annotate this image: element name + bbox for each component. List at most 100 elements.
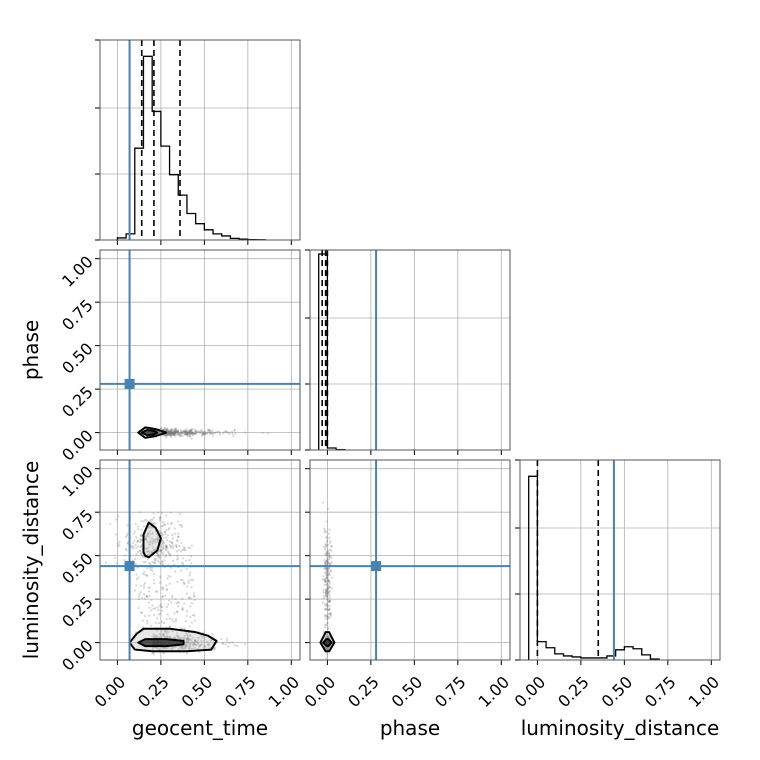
sample-point [325, 577, 329, 580]
sample-point [149, 568, 152, 572]
sample-point [185, 644, 188, 647]
sample-point [157, 635, 160, 638]
sample-point [159, 549, 162, 552]
sample-point [194, 429, 197, 432]
sample-point [194, 639, 197, 642]
sample-point [187, 431, 190, 434]
sample-point [143, 573, 147, 576]
sample-point [154, 635, 157, 639]
sample-point [190, 562, 193, 565]
sample-point [208, 431, 211, 434]
contour-level [142, 521, 162, 559]
sample-point [164, 630, 167, 634]
sample-point [324, 591, 327, 594]
sample-point [153, 582, 156, 585]
sample-point [325, 569, 328, 572]
sample-point [326, 590, 329, 593]
sample-point [155, 533, 158, 536]
sample-point [151, 537, 154, 540]
sample-point [160, 511, 164, 515]
sample-point [169, 432, 172, 435]
sample-point [324, 580, 327, 583]
sample-point [190, 544, 194, 547]
sample-point [168, 625, 171, 629]
sample-point [324, 647, 328, 650]
sample-point [159, 531, 162, 534]
sample-point [200, 428, 203, 431]
sample-point [149, 520, 152, 523]
sample-point [159, 550, 162, 553]
sample-point [135, 584, 138, 587]
sample-point [185, 638, 189, 641]
sample-point [152, 549, 156, 552]
sample-point [170, 431, 173, 434]
sample-point [191, 431, 194, 435]
sample-point [326, 576, 329, 579]
sample-point [156, 540, 160, 544]
sample-point [329, 569, 332, 572]
sample-point [330, 556, 333, 559]
sample-point [330, 587, 333, 590]
sample-point [326, 599, 329, 602]
sample-point [185, 433, 188, 436]
sample-point [174, 428, 177, 431]
sample-point [140, 551, 143, 555]
sample-point [178, 512, 182, 515]
sample-point [323, 578, 327, 581]
sample-point [190, 432, 194, 435]
sample-point [163, 629, 167, 632]
sample-point [139, 535, 143, 538]
sample-point [157, 555, 160, 559]
sample-point [126, 524, 129, 527]
sample-point [186, 431, 189, 435]
sample-point [162, 552, 165, 555]
sample-point [154, 541, 157, 544]
sample-point [328, 528, 331, 531]
sample-point [170, 434, 173, 437]
sample-point [181, 646, 184, 650]
sample-point [144, 547, 147, 550]
sample-point [203, 637, 206, 640]
y-tick-label: 0.75 [58, 506, 97, 545]
sample-point [152, 561, 156, 564]
sample-point [156, 553, 160, 556]
sample-point [169, 625, 172, 628]
sample-point [138, 549, 141, 553]
sample-point [208, 429, 211, 432]
sample-point [143, 581, 147, 585]
sample-point [173, 527, 176, 530]
sample-point [194, 432, 197, 436]
sample-point [147, 586, 150, 589]
sample-point [324, 592, 327, 595]
sample-point [163, 541, 166, 544]
sample-point [147, 531, 150, 535]
sample-point [185, 637, 188, 640]
sample-point [207, 644, 210, 647]
sample-point [179, 429, 182, 432]
sample-point [184, 431, 187, 434]
sample-point [168, 430, 171, 434]
sample-point [166, 636, 169, 639]
sample-point [328, 590, 331, 593]
sample-point [143, 597, 146, 600]
sample-point [185, 427, 188, 431]
sample-point [186, 634, 189, 637]
sample-point [200, 643, 203, 646]
sample-point [188, 429, 191, 433]
sample-point [325, 540, 328, 544]
sample-point [143, 593, 146, 596]
truth-marker [124, 561, 135, 572]
sample-point [151, 561, 154, 564]
sample-point [322, 589, 325, 592]
sample-point [326, 551, 329, 555]
sample-point [324, 566, 327, 569]
sample-point [175, 634, 179, 638]
sample-point [328, 593, 331, 597]
sample-point [199, 634, 203, 637]
sample-point [211, 432, 215, 435]
sample-point [192, 432, 195, 435]
sample-point [132, 545, 135, 548]
sample-point [162, 634, 165, 637]
y-tick-label: 0.25 [58, 592, 97, 631]
